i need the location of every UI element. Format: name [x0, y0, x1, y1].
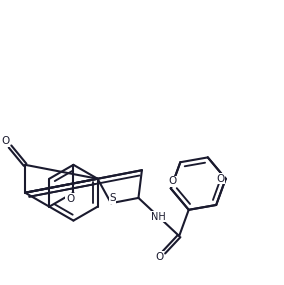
Text: S: S	[109, 193, 116, 203]
Text: O: O	[168, 176, 176, 186]
Text: O: O	[216, 174, 224, 184]
Text: O: O	[66, 194, 74, 204]
Text: NH: NH	[151, 212, 166, 222]
Text: O: O	[1, 136, 10, 146]
Text: O: O	[156, 252, 164, 262]
